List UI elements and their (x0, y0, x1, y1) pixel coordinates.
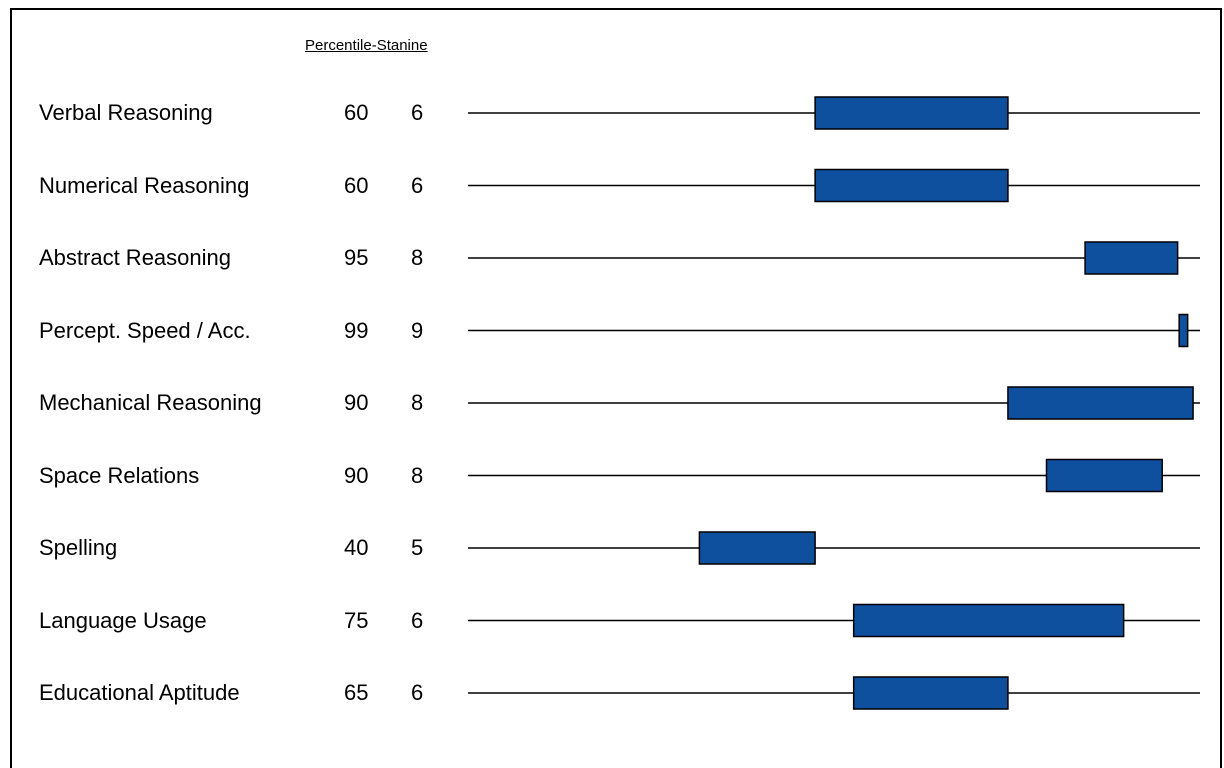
percentile-value: 75 (344, 607, 369, 633)
report-frame (10, 8, 1222, 768)
percentile-value: 99 (344, 317, 369, 343)
score-band-bar (1178, 313, 1189, 348)
score-band-bar (1045, 458, 1163, 493)
row-label: Spelling (39, 535, 118, 560)
score-band-bar (698, 531, 816, 565)
percentile-value: 90 (344, 462, 369, 488)
stanine-value: 6 (411, 172, 424, 198)
row-label: Space Relations (39, 462, 200, 488)
stanine-value: 6 (411, 100, 424, 125)
row-label: Abstract Reasoning (39, 245, 231, 270)
score-band-bar (814, 168, 1009, 203)
score-band-bar (852, 676, 1009, 710)
stanine-value: 9 (411, 317, 424, 343)
stanine-value: 5 (411, 535, 424, 560)
row-label: Percept. Speed / Acc. (39, 317, 251, 343)
column-header: Percentile-Stanine (305, 37, 428, 54)
percentile-value: 95 (344, 245, 369, 270)
stanine-value: 8 (411, 245, 424, 270)
score-band-bar (814, 96, 1009, 130)
stanine-value: 6 (411, 607, 424, 633)
percentile-value: 60 (344, 100, 369, 125)
percentile-value: 40 (344, 535, 369, 560)
row-label: Educational Aptitude (39, 680, 240, 705)
score-band-bar (852, 603, 1125, 638)
row-label: Mechanical Reasoning (39, 390, 262, 415)
stanine-value: 8 (411, 390, 424, 415)
percentile-value: 60 (344, 172, 369, 198)
row-label: Language Usage (39, 607, 207, 633)
row-label: Verbal Reasoning (39, 100, 213, 125)
stanine-value: 8 (411, 462, 424, 488)
stanine-value: 6 (411, 680, 424, 705)
score-band-bar (1007, 386, 1194, 420)
score-band-bar (1084, 241, 1179, 275)
row-label: Numerical Reasoning (39, 172, 250, 198)
percentile-value: 90 (344, 390, 369, 415)
percentile-value: 65 (344, 680, 369, 705)
